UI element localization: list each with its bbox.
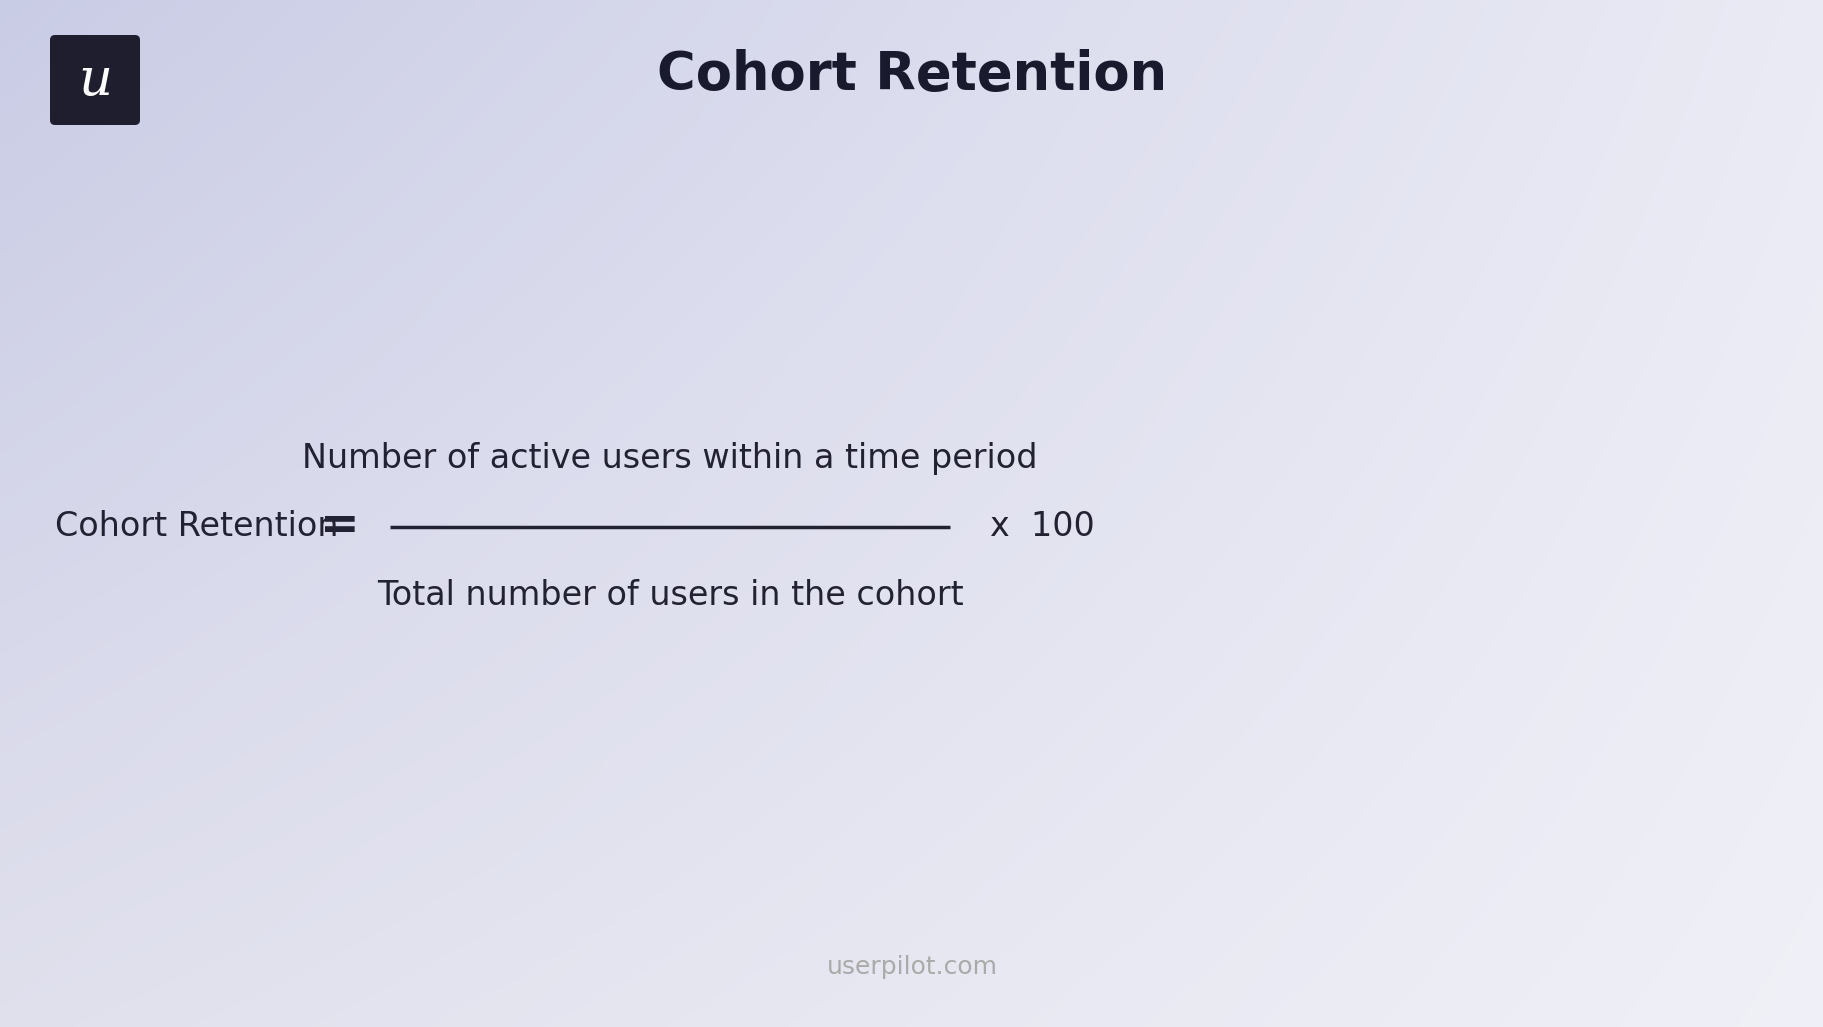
Text: x  100: x 100 — [990, 510, 1094, 543]
Text: Cohort Retention: Cohort Retention — [656, 49, 1167, 101]
Text: =: = — [321, 504, 359, 549]
FancyBboxPatch shape — [49, 35, 140, 125]
Text: Total number of users in the cohort: Total number of users in the cohort — [377, 579, 963, 612]
Text: u: u — [78, 54, 111, 106]
Text: userpilot.com: userpilot.com — [826, 955, 997, 979]
Text: Cohort Retention: Cohort Retention — [55, 510, 339, 543]
Text: Number of active users within a time period: Number of active users within a time per… — [303, 442, 1037, 476]
